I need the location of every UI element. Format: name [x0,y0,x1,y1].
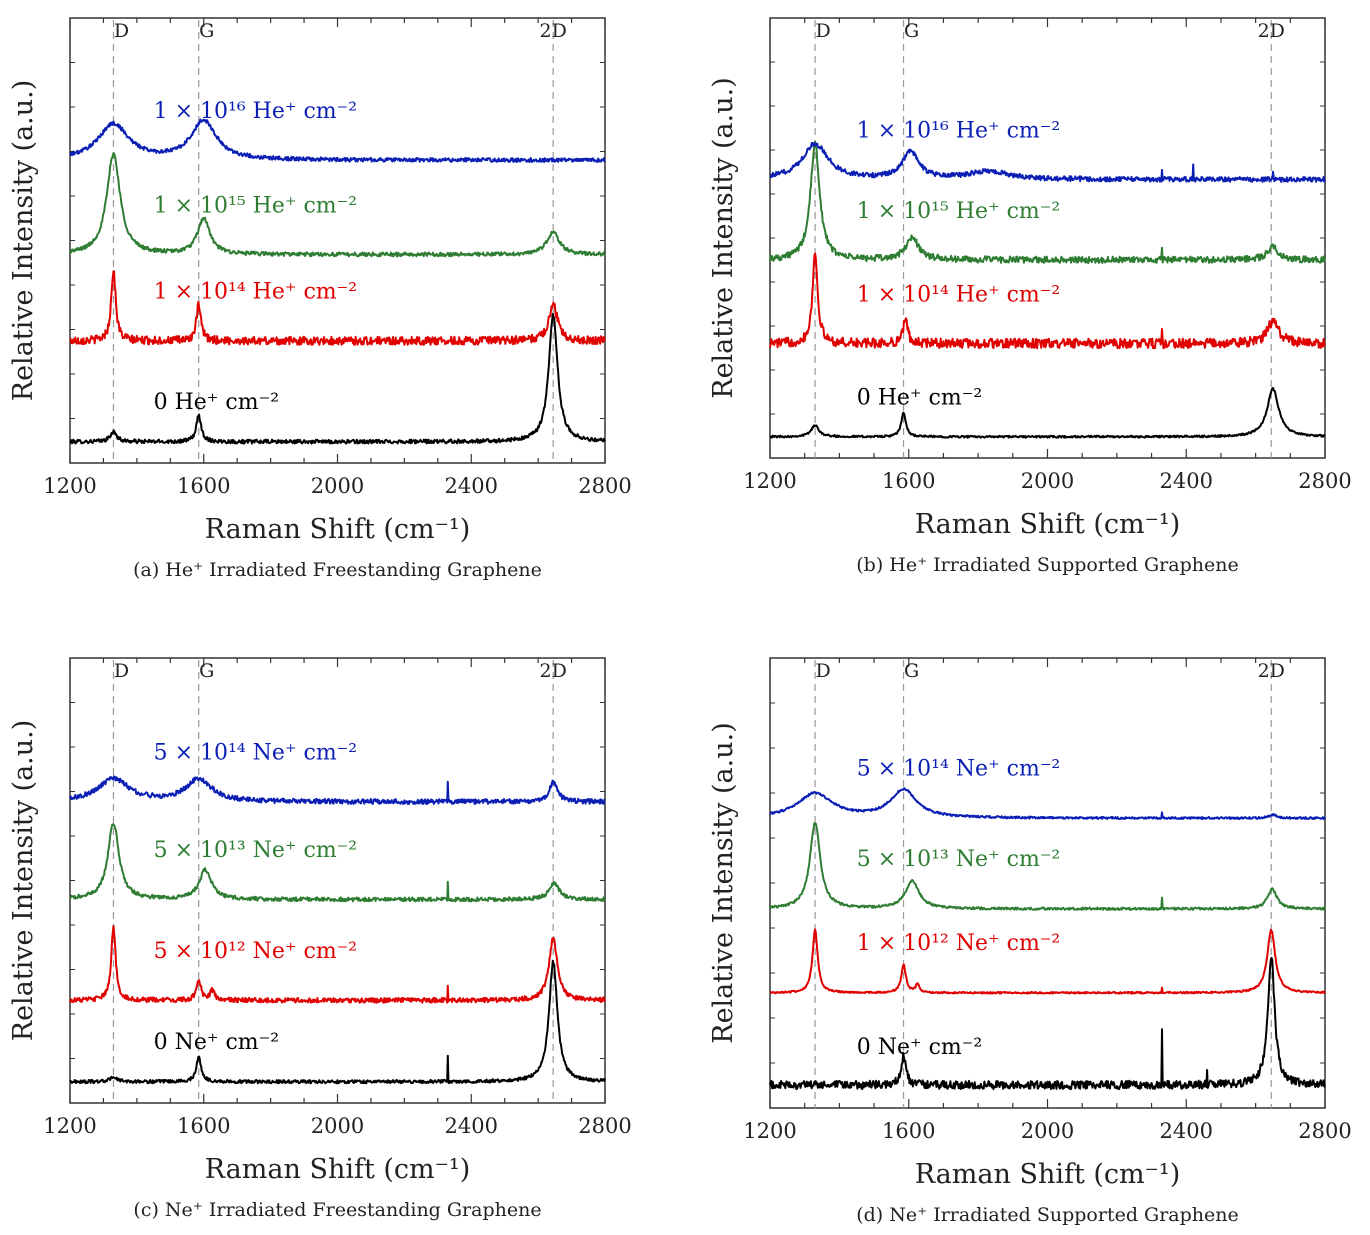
x-tick-label: 2400 [1160,1119,1213,1143]
x-tick-label: 1600 [177,474,230,498]
series-label: 5 × 10¹⁴ Ne⁺ cm⁻² [154,741,358,766]
spectrum-line [769,787,1326,820]
series-label: 1 × 10¹⁴ He⁺ cm⁻² [154,280,357,305]
peak-label: D [114,20,129,42]
series-label: 0 He⁺ cm⁻² [857,386,982,411]
spectrum-line [69,312,606,445]
peak-label: 2D [540,660,567,682]
spectrum-line [69,270,606,346]
peak-label: D [114,660,129,682]
series-label: 1 × 10¹⁴ He⁺ cm⁻² [857,283,1060,308]
plot-frame [769,657,1326,1109]
panel-b: 1200 1600 2000 2400 2800 Raman Shift (cm⁻¹) Re… [708,17,1352,576]
x-tick-label: 1200 [743,1119,796,1143]
y-axis-label: Relative Intensity (a.u.) [8,80,39,402]
panel-d: 1200 1600 2000 2400 2800 Raman Shift (cm⁻¹) Re… [708,657,1352,1226]
panel-a: 1200 1600 2000 2400 2800 Raman Shift (cm⁻¹) Re… [8,17,632,581]
series-label: 1 × 10¹⁶ He⁺ cm⁻² [154,99,357,124]
plot-frame [69,657,606,1104]
x-tick-label: 2800 [578,1114,631,1138]
series-label: 0 He⁺ cm⁻² [154,390,279,415]
spectrum-line [69,118,606,163]
x-tick-label: 1600 [882,1119,935,1143]
x-tick-label: 2400 [445,474,498,498]
spectrum-line [769,141,1326,183]
x-tick-label: 2400 [1160,469,1213,493]
peak-label: D [815,660,830,682]
series-label: 1 × 10¹⁵ He⁺ cm⁻² [857,199,1060,224]
series-label: 1 × 10¹⁵ He⁺ cm⁻² [154,193,357,218]
panel-c: 1200 1600 2000 2400 2800 Raman Shift (cm⁻¹) Re… [8,657,632,1221]
plot-frame [69,17,606,464]
spectrum-line [769,252,1326,350]
x-tick-label: 2800 [1298,469,1351,493]
peak-label: 2D [540,20,567,42]
spectrum-line [769,928,1326,995]
spectrum-line [769,822,1326,911]
plot-frame [769,17,1326,459]
panel-caption: (d) Ne⁺ Irradiated Supported Graphene [856,1204,1239,1226]
x-axis-label: Raman Shift (cm⁻¹) [915,1159,1181,1190]
x-axis-label: Raman Shift (cm⁻¹) [205,1154,471,1185]
series-label: 5 × 10¹⁴ Ne⁺ cm⁻² [857,756,1061,781]
y-axis-label: Relative Intensity (a.u.) [8,720,39,1042]
panel-caption: (a) He⁺ Irradiated Freestanding Graphene [133,559,542,581]
x-tick-label: 2400 [445,1114,498,1138]
x-tick-label: 1600 [882,469,935,493]
y-axis-label: Relative Intensity (a.u.) [708,77,739,399]
spectrum-line [69,152,606,258]
series-label: 0 Ne⁺ cm⁻² [857,1035,982,1060]
peak-label: D [815,20,830,42]
series-label: 0 Ne⁺ cm⁻² [154,1030,279,1055]
series-label: 5 × 10¹² Ne⁺ cm⁻² [154,939,358,964]
peak-label: G [904,660,919,682]
x-tick-label: 2800 [578,474,631,498]
x-tick-label: 1600 [177,1114,230,1138]
spectrum-line [69,925,606,1004]
series-label: 5 × 10¹³ Ne⁺ cm⁻² [857,847,1061,872]
series-label: 5 × 10¹³ Ne⁺ cm⁻² [154,838,358,863]
x-axis-label: Raman Shift (cm⁻¹) [915,509,1181,540]
peak-label: 2D [1258,660,1285,682]
x-tick-label: 2000 [1021,469,1074,493]
x-tick-label: 2800 [1298,1119,1351,1143]
panel-caption: (b) He⁺ Irradiated Supported Graphene [856,554,1238,576]
y-axis-label: Relative Intensity (a.u.) [708,722,739,1044]
x-tick-label: 1200 [43,1114,96,1138]
peak-label: G [199,20,214,42]
peak-label: G [904,20,919,42]
spectrum-line [769,956,1326,1091]
peak-label: G [199,660,214,682]
spectrum-line [769,140,1326,264]
series-label: 1 × 10¹² Ne⁺ cm⁻² [857,931,1061,956]
peak-label: 2D [1258,20,1285,42]
spectrum-line [769,386,1326,439]
series-label: 1 × 10¹⁶ He⁺ cm⁻² [857,119,1060,144]
x-tick-label: 1200 [43,474,96,498]
spectrum-line [69,959,606,1085]
x-tick-label: 1200 [743,469,796,493]
x-tick-label: 2000 [311,474,364,498]
x-axis-label: Raman Shift (cm⁻¹) [205,514,471,545]
x-tick-label: 2000 [1021,1119,1074,1143]
x-tick-label: 2000 [311,1114,364,1138]
spectrum-line [69,775,606,805]
spectrum-line [69,823,606,903]
panel-caption: (c) Ne⁺ Irradiated Freestanding Graphene [133,1199,541,1221]
